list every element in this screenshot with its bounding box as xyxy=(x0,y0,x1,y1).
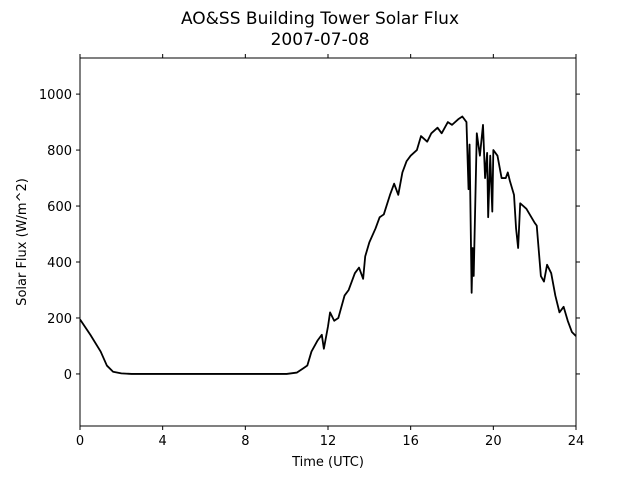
x-tick-label: 8 xyxy=(241,434,249,449)
y-tick-label: 200 xyxy=(47,312,72,327)
y-axis-label: Solar Flux (W/m^2) xyxy=(15,178,30,306)
x-tick-label: 0 xyxy=(76,434,84,449)
x-tick-label: 12 xyxy=(320,434,337,449)
plot-frame xyxy=(79,57,577,427)
x-tick-label: 24 xyxy=(568,434,585,449)
x-tick-label: 20 xyxy=(485,434,502,449)
x-tick-label: 4 xyxy=(159,434,167,449)
chart-title: AO&SS Building Tower Solar Flux xyxy=(181,9,459,29)
x-axis-label: Time (UTC) xyxy=(291,455,364,470)
y-tick-label: 0 xyxy=(64,368,72,383)
x-tick-label: 16 xyxy=(402,434,419,449)
y-tick-label: 600 xyxy=(47,200,72,215)
chart-subtitle: 2007-07-08 xyxy=(271,30,370,50)
data-line xyxy=(79,115,577,375)
y-tick-label: 800 xyxy=(47,144,72,159)
y-tick-label: 400 xyxy=(47,256,72,271)
y-tick-label: 1000 xyxy=(39,88,72,103)
